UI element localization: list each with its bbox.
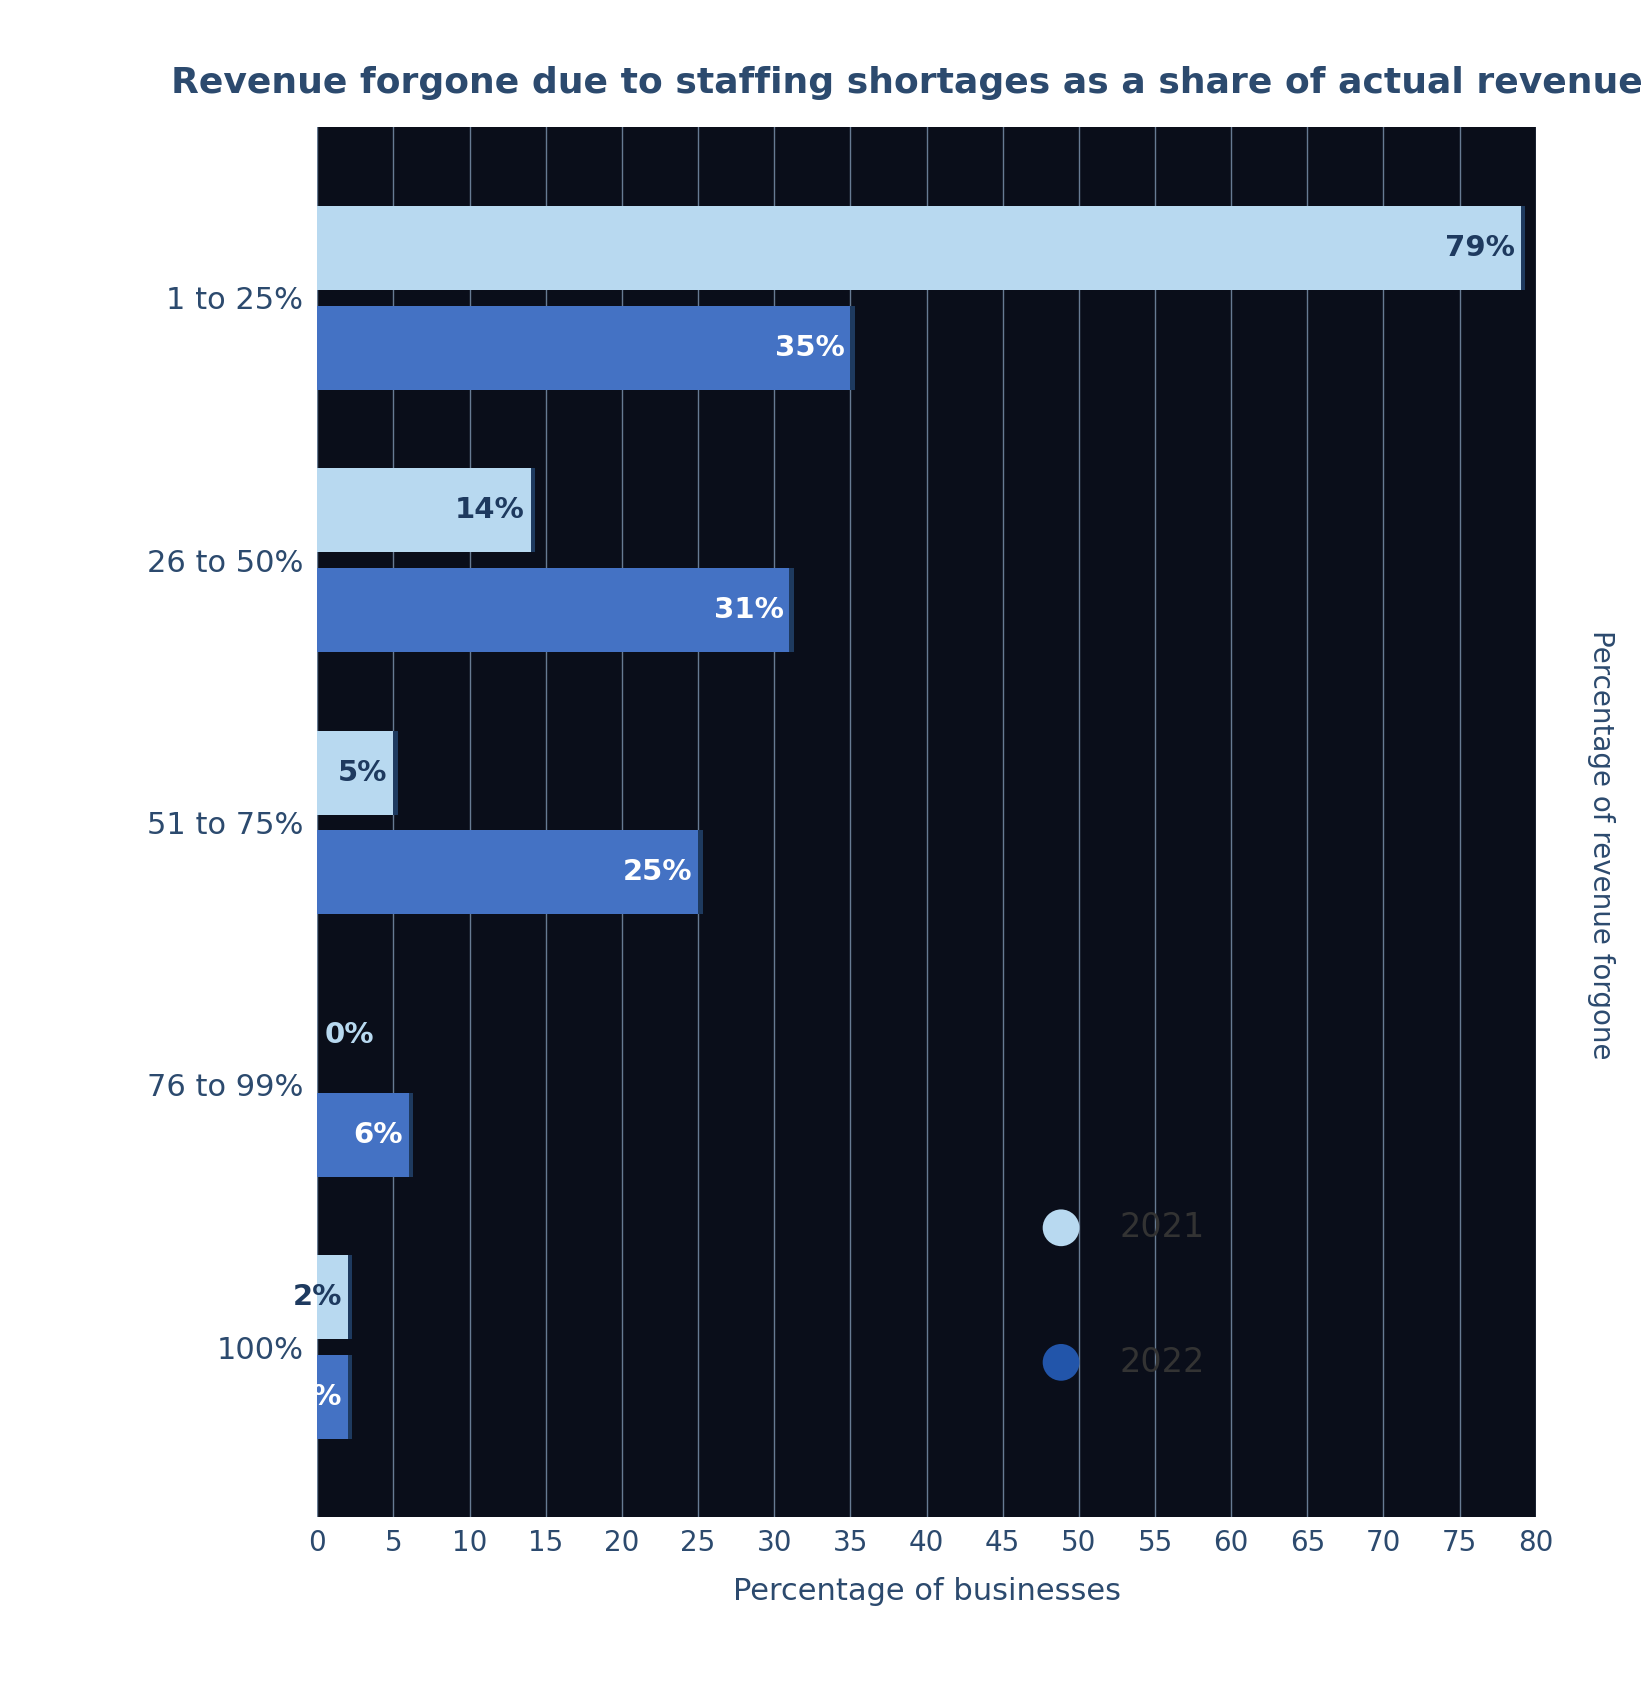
- Text: Revenue forgone due to staffing shortages as a share of actual revenue: Revenue forgone due to staffing shortage…: [172, 66, 1643, 100]
- Text: 25%: 25%: [622, 858, 692, 887]
- Bar: [317, 568, 794, 652]
- Bar: [317, 831, 703, 914]
- Bar: [317, 1255, 348, 1339]
- Bar: [317, 731, 398, 814]
- Bar: [317, 831, 698, 914]
- Text: Percentage of revenue forgone: Percentage of revenue forgone: [1588, 630, 1615, 1059]
- Text: 31%: 31%: [713, 596, 783, 623]
- X-axis label: Percentage of businesses: Percentage of businesses: [733, 1578, 1121, 1606]
- Text: 2%: 2%: [292, 1284, 342, 1311]
- Text: 5%: 5%: [338, 758, 388, 787]
- Bar: [317, 1255, 352, 1339]
- Bar: [317, 1093, 409, 1177]
- Bar: [317, 468, 530, 552]
- Bar: [317, 1093, 413, 1177]
- Bar: [317, 568, 789, 652]
- Bar: [317, 568, 789, 652]
- Bar: [317, 1355, 352, 1439]
- Bar: [317, 468, 535, 552]
- Bar: [317, 306, 850, 390]
- Bar: [317, 1355, 348, 1439]
- Bar: [317, 468, 530, 552]
- Bar: [317, 731, 393, 814]
- Text: 14%: 14%: [454, 497, 525, 524]
- Bar: [317, 206, 1521, 291]
- Bar: [317, 1093, 409, 1177]
- Bar: [317, 1255, 348, 1339]
- Text: 6%: 6%: [353, 1120, 403, 1149]
- Bar: [317, 206, 1526, 291]
- Text: 0%: 0%: [325, 1020, 375, 1049]
- Bar: [317, 1355, 348, 1439]
- Bar: [317, 306, 850, 390]
- Text: 79%: 79%: [1445, 235, 1514, 262]
- Bar: [317, 831, 698, 914]
- Text: 2%: 2%: [292, 1383, 342, 1410]
- Text: 35%: 35%: [774, 334, 844, 361]
- Bar: [317, 306, 855, 390]
- Bar: [317, 206, 1521, 291]
- Bar: [317, 731, 393, 814]
